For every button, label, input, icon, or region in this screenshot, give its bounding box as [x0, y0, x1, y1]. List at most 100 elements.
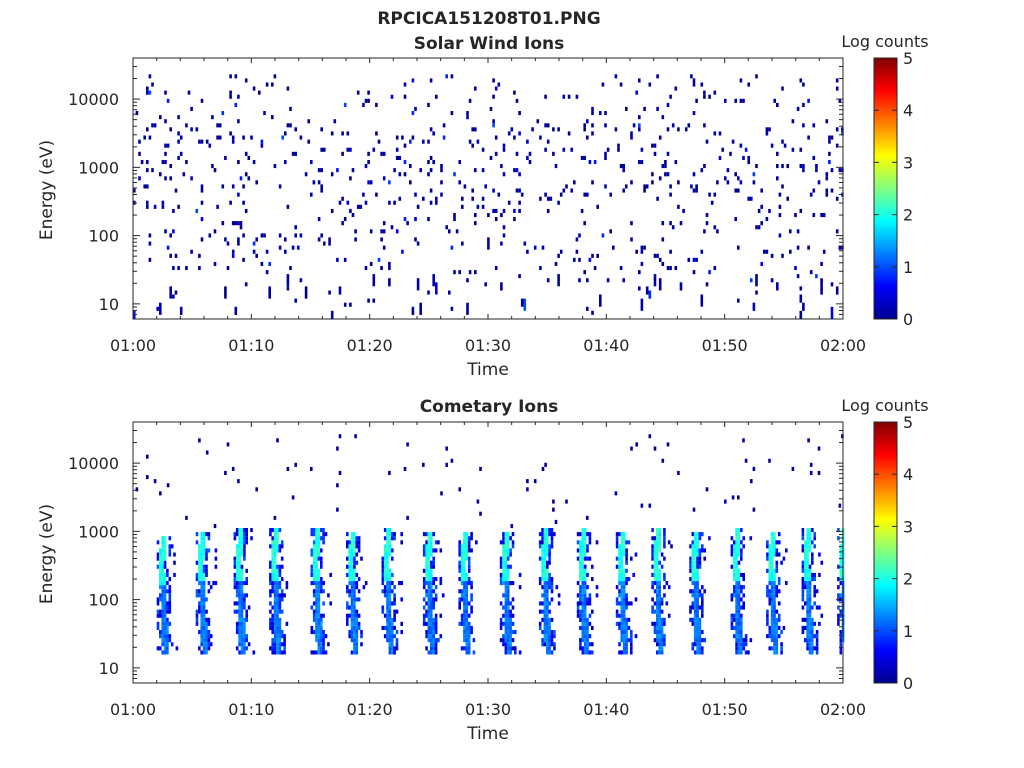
heatmap-cell — [209, 585, 213, 590]
heatmap-cell — [651, 597, 654, 602]
heatmap-cell — [806, 601, 809, 606]
heatmap-cell — [280, 564, 284, 569]
heatmap-cell — [430, 625, 433, 630]
heatmap-cell — [364, 266, 368, 271]
heatmap-cell — [357, 540, 361, 545]
heatmap-cell — [328, 290, 331, 295]
heatmap-cell — [463, 540, 466, 545]
heatmap-cell — [432, 532, 435, 537]
heatmap-cell — [586, 630, 589, 635]
heatmap-cell — [808, 581, 812, 586]
heatmap-cell — [169, 127, 172, 132]
heatmap-cell — [705, 213, 709, 218]
heatmap-cell — [811, 642, 814, 647]
heatmap-cell — [538, 625, 542, 630]
heatmap-cell — [386, 572, 389, 577]
heatmap-cell — [502, 613, 505, 618]
heatmap-cell — [250, 536, 253, 541]
heatmap-cell — [350, 630, 354, 635]
heatmap-cell — [696, 568, 699, 573]
heatmap-cell — [811, 577, 814, 582]
heatmap-cell — [841, 131, 844, 136]
heatmap-cell — [348, 605, 351, 610]
heatmap-cell — [200, 634, 203, 639]
heatmap-cell — [770, 556, 774, 561]
x-tick-label: 01:50 — [702, 700, 748, 719]
heatmap-cell — [543, 548, 547, 553]
heatmap-cell — [245, 593, 248, 598]
heatmap-cell — [280, 589, 284, 594]
heatmap-cell — [355, 536, 359, 541]
heatmap-cell — [467, 650, 471, 655]
heatmap-cell — [775, 630, 779, 635]
heatmap-cell — [390, 94, 394, 99]
heatmap-cell — [276, 605, 279, 610]
heatmap-cell — [807, 135, 810, 140]
heatmap-cell — [240, 581, 244, 586]
heatmap-cell — [465, 646, 469, 651]
heatmap-cell — [240, 601, 244, 606]
heatmap-cell — [278, 621, 282, 626]
heatmap-cell — [693, 564, 697, 569]
heatmap-cell — [506, 630, 510, 635]
heatmap-cell — [294, 298, 297, 303]
heatmap-cell — [658, 617, 661, 622]
heatmap-cell — [312, 532, 316, 537]
heatmap-cell — [348, 613, 351, 618]
heatmap-cell — [615, 540, 619, 545]
heatmap-cell — [442, 123, 446, 128]
heatmap-cell — [820, 213, 823, 218]
heatmap-cell — [691, 564, 695, 569]
heatmap-cell — [224, 470, 227, 475]
heatmap-cell — [622, 650, 626, 655]
heatmap-cell — [317, 577, 321, 582]
heatmap-cell — [388, 630, 392, 635]
colorbar-label: Log counts — [841, 32, 928, 51]
heatmap-cell — [548, 552, 551, 557]
heatmap-cell — [163, 544, 167, 549]
heatmap-cell — [811, 625, 814, 630]
heatmap-cell — [173, 560, 176, 565]
heatmap-cell — [430, 593, 433, 598]
heatmap-cell — [317, 237, 321, 242]
heatmap-cell — [146, 90, 149, 95]
heatmap-cell — [458, 621, 461, 626]
heatmap-cell — [391, 650, 394, 655]
heatmap-cell — [200, 540, 203, 545]
heatmap-cell — [538, 556, 542, 561]
heatmap-cell — [630, 630, 633, 635]
heatmap-cell — [211, 115, 214, 120]
heatmap-cell — [386, 540, 389, 545]
heatmap-cell — [310, 572, 314, 577]
heatmap-cell — [775, 568, 779, 573]
heatmap-cell — [463, 568, 466, 573]
heatmap-cell — [581, 568, 585, 573]
heatmap-cell — [346, 556, 349, 561]
heatmap-cell — [271, 556, 274, 561]
heatmap-cell — [777, 532, 781, 537]
heatmap-cell — [618, 577, 621, 582]
heatmap-cell — [481, 147, 485, 152]
heatmap-cell — [245, 581, 248, 586]
heatmap-cell — [667, 613, 671, 618]
heatmap-cell — [737, 609, 741, 614]
heatmap-cell — [698, 560, 702, 565]
heatmap-cell — [280, 577, 284, 582]
heatmap-cell — [815, 650, 819, 655]
heatmap-cell — [504, 568, 508, 573]
heatmap-cell — [273, 540, 277, 545]
heatmap-cell — [356, 90, 360, 95]
heatmap-cell — [806, 585, 809, 590]
heatmap-cell — [740, 572, 743, 577]
heatmap-cell — [432, 634, 435, 639]
heatmap-cell — [383, 634, 387, 639]
heatmap-cell — [430, 650, 433, 655]
heatmap-cell — [440, 168, 443, 173]
heatmap-cell — [273, 581, 277, 586]
heatmap-cell — [809, 270, 813, 275]
colorbar-tick-label: 1 — [903, 258, 913, 277]
heatmap-cell — [492, 123, 495, 128]
heatmap-cell — [242, 257, 245, 262]
heatmap-cell — [581, 625, 585, 630]
heatmap-cell — [735, 642, 738, 647]
